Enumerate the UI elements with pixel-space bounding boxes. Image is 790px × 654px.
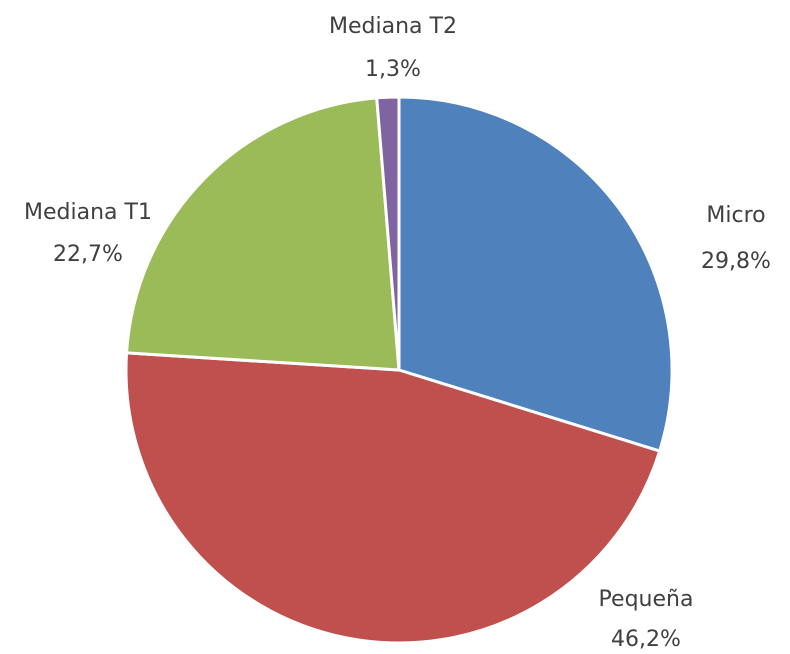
- pie-slice: [124, 351, 662, 645]
- pie-slice: [397, 95, 674, 453]
- value-label: 1,3%: [365, 57, 421, 82]
- slice-label: Mediana T2: [329, 14, 457, 39]
- value-label: 29,8%: [701, 249, 771, 274]
- slice-label: Pequeña: [599, 587, 694, 612]
- value-label: 46,2%: [611, 627, 681, 652]
- value-label: 22,7%: [53, 242, 123, 267]
- pie-slice: [125, 96, 401, 372]
- pie-slice: [375, 95, 401, 372]
- slice-label: Mediana T1: [24, 200, 152, 225]
- slice-label: Micro: [706, 203, 765, 228]
